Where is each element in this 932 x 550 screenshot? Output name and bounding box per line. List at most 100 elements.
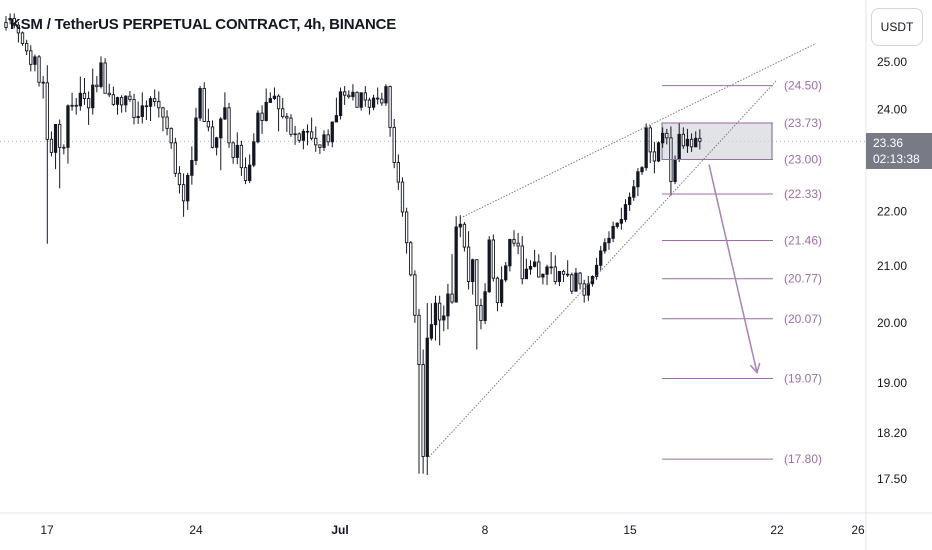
candle-body	[25, 42, 29, 52]
candle-body	[177, 172, 182, 186]
candle-body	[607, 237, 611, 244]
candle-body	[235, 144, 239, 158]
candle-body	[169, 127, 173, 144]
candle-body	[351, 91, 355, 98]
candle-body	[219, 118, 223, 139]
candle-body	[603, 242, 607, 252]
fib-level-label: (20.07)	[784, 312, 822, 326]
candle-body	[524, 268, 529, 280]
candle-body	[86, 98, 91, 109]
candle-body	[4, 22, 8, 28]
candle-body	[148, 98, 153, 107]
candle-body	[442, 315, 446, 321]
candle-body	[334, 115, 339, 123]
candle-body	[173, 142, 177, 174]
candle-body	[388, 86, 392, 128]
candle-body	[53, 123, 58, 153]
current-price-tag: 23.36 02:13:38	[866, 133, 932, 169]
candle-body	[677, 133, 681, 160]
candle-body	[574, 272, 578, 292]
candle-body	[231, 142, 235, 158]
candle-body	[632, 186, 636, 198]
candle-body	[128, 95, 132, 100]
candle-body	[681, 133, 685, 147]
candle-body	[161, 107, 165, 118]
candle-body	[376, 97, 380, 100]
candle-body	[429, 324, 434, 339]
candle-body	[74, 104, 78, 107]
candle-body	[413, 274, 417, 316]
candle-body	[210, 126, 215, 148]
candle-body	[355, 91, 359, 108]
candle-body	[561, 270, 566, 275]
candle-body	[20, 32, 25, 44]
candle-body	[578, 272, 582, 285]
candle-body	[512, 238, 516, 244]
candle-body	[190, 160, 194, 176]
candlestick-series	[4, 13, 702, 475]
x-tick-label: 22	[770, 523, 784, 537]
candle-body	[359, 92, 363, 108]
x-tick-label: 24	[189, 523, 203, 537]
candle-body	[12, 17, 16, 26]
candle-body	[665, 132, 669, 139]
candle-body	[194, 117, 198, 161]
candle-body	[49, 138, 54, 153]
candle-body	[644, 127, 648, 169]
fib-level-label: (17.80)	[784, 452, 822, 466]
candle-body	[648, 127, 652, 153]
candle-body	[33, 56, 37, 65]
bar-countdown: 02:13:38	[873, 152, 920, 166]
candle-body	[541, 273, 545, 278]
candle-body	[119, 97, 124, 106]
candle-body	[285, 116, 289, 119]
candle-body	[537, 261, 541, 278]
candle-body	[384, 86, 388, 104]
candle-body	[367, 99, 372, 108]
candle-body	[404, 211, 409, 244]
x-tick-label: Jul	[331, 523, 348, 537]
candle-body	[198, 88, 202, 119]
candle-body	[433, 302, 438, 326]
candle-body	[181, 184, 186, 202]
candle-body	[41, 81, 45, 84]
currency-unit-button[interactable]: USDT	[871, 8, 923, 46]
candle-body	[103, 62, 107, 94]
candle-body	[202, 88, 206, 122]
candle-body	[483, 291, 487, 321]
candle-body	[475, 259, 479, 306]
candle-body	[454, 226, 458, 303]
candle-body	[214, 137, 219, 148]
candle-body	[673, 159, 677, 182]
candle-body	[623, 204, 628, 220]
candle-body	[107, 92, 111, 96]
target-arrow	[708, 164, 761, 375]
candle-body	[326, 134, 330, 143]
candle-body	[553, 266, 557, 282]
candle-body	[495, 277, 500, 304]
candle-body	[425, 337, 429, 457]
candle-body	[636, 171, 640, 188]
y-tick-label: 25.00	[877, 55, 907, 69]
fib-level-label: (20.77)	[784, 272, 822, 286]
y-tick-label: 24.00	[877, 103, 907, 117]
candle-body	[347, 94, 351, 98]
candle-body	[458, 223, 462, 228]
candle-body	[58, 123, 62, 148]
candle-body	[363, 92, 367, 101]
candle-body	[619, 219, 624, 224]
candle-body	[82, 92, 87, 100]
candle-body	[694, 137, 698, 148]
candle-body	[689, 138, 694, 148]
fib-level-label: (22.33)	[784, 187, 822, 201]
fib-level-label: (23.73)	[784, 116, 822, 130]
candle-body	[450, 293, 454, 303]
target-arrow-head	[749, 362, 761, 375]
fib-levels: (24.50) (23.73) (23.00) (22.33) (21.46) (20.7…	[662, 79, 822, 466]
candle-body	[62, 146, 66, 149]
candle-body	[698, 137, 702, 142]
candle-body	[293, 133, 297, 136]
y-tick-label: 21.00	[877, 259, 907, 273]
x-tick-label: 26	[851, 523, 865, 537]
